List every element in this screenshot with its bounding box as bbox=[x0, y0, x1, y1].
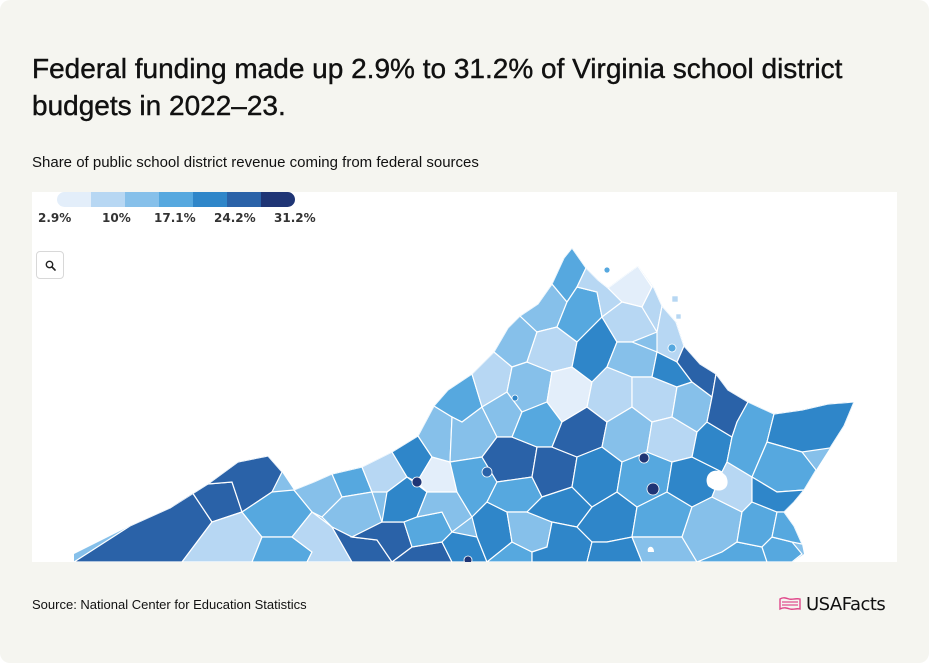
virginia-map[interactable] bbox=[32, 192, 897, 562]
legend-swatch bbox=[91, 192, 125, 207]
legend-swatch bbox=[159, 192, 193, 207]
legend-swatch bbox=[193, 192, 227, 207]
legend-swatch bbox=[57, 192, 91, 207]
search-icon bbox=[45, 260, 56, 271]
independent-cities bbox=[411, 266, 677, 562]
county-fills bbox=[74, 248, 854, 562]
zoom-button[interactable] bbox=[36, 251, 64, 279]
legend-label-min: 2.9% bbox=[38, 211, 72, 225]
map-panel[interactable] bbox=[32, 192, 897, 562]
dc-area-features bbox=[671, 295, 682, 320]
chart-subtitle: Share of public school district revenue … bbox=[32, 154, 479, 171]
color-legend bbox=[57, 192, 295, 207]
legend-swatch bbox=[125, 192, 159, 207]
brand-name: USAFacts bbox=[806, 593, 886, 615]
legend-label-max: 31.2% bbox=[274, 211, 316, 225]
legend-label-3: 17.1% bbox=[154, 211, 196, 225]
legend-label-2: 10% bbox=[102, 211, 131, 225]
chesapeake-bay bbox=[647, 470, 728, 552]
legend-label-4: 24.2% bbox=[214, 211, 256, 225]
legend-swatch bbox=[227, 192, 261, 207]
chart-title: Federal funding made up 2.9% to 31.2% of… bbox=[32, 53, 843, 121]
usafacts-logo[interactable]: USAFacts bbox=[778, 592, 886, 616]
usa-flag-map-icon bbox=[779, 597, 801, 611]
source-note: Source: National Center for Education St… bbox=[32, 597, 307, 612]
legend-swatch bbox=[261, 192, 295, 207]
